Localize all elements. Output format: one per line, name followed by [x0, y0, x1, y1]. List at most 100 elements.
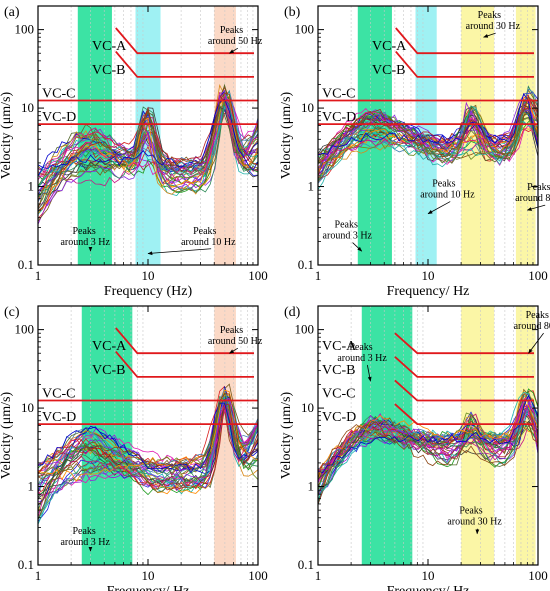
y-tick-label: 0.1: [18, 557, 34, 572]
series-line: [318, 105, 538, 182]
annotation-text: around 80 Hz: [515, 193, 550, 204]
criteria-label: VC-C: [322, 86, 355, 101]
annotation-arrow: [483, 32, 496, 38]
annotation-text: around 50 Hz: [208, 336, 263, 347]
criteria-line-vc-a: [394, 332, 534, 355]
series-line: [38, 393, 258, 505]
criteria-label: VC-C: [322, 386, 355, 401]
series-line: [38, 92, 258, 212]
annotation-text: Peaks: [335, 220, 358, 231]
x-tick-label: 10: [422, 568, 435, 583]
annotation-text: around 3 Hz: [323, 231, 373, 242]
criteria-line-vc-b: [115, 51, 254, 78]
x-tick-label: 10: [142, 568, 155, 583]
x-tick-label: 10: [422, 268, 435, 283]
criteria-label: VC-A: [372, 39, 407, 54]
annotation-text: Peaks: [193, 226, 216, 237]
y-tick-label: 0.1: [298, 257, 314, 272]
series-line: [38, 89, 258, 210]
criteria-label: VC-D: [42, 410, 76, 425]
series-line: [38, 403, 258, 491]
y-tick-label: 100: [15, 322, 35, 337]
x-tick-label: 100: [528, 568, 548, 583]
series-line: [318, 95, 538, 177]
y-axis-label: Velocity (μm/s): [0, 92, 14, 180]
panel-label: (d): [284, 305, 301, 320]
criteria-label: VC-A: [92, 339, 127, 354]
y-tick-label: 100: [15, 22, 35, 37]
criteria-line-vc-a: [115, 327, 254, 355]
annotation-arrow: [526, 204, 546, 211]
y-tick-label: 0.1: [18, 257, 34, 272]
annotation-text: around 30 Hz: [466, 21, 521, 32]
series-line: [318, 105, 538, 190]
series-line: [318, 104, 538, 183]
criteria-line-vc-b: [394, 356, 534, 378]
y-tick-label: 100: [295, 322, 315, 337]
series-line: [38, 98, 258, 214]
y-tick-label: 10: [301, 100, 314, 115]
criteria-label: VC-D: [322, 110, 356, 125]
series-line: [38, 401, 258, 521]
series-line: [318, 420, 538, 479]
x-axis-label: Frequency/ Hz: [387, 284, 470, 299]
series-group: [318, 85, 538, 190]
x-tick-label: 1: [35, 568, 42, 583]
series-group: [318, 388, 538, 505]
y-axis-label: Velocity (μm/s): [279, 392, 294, 480]
series-group: [38, 83, 258, 225]
x-tick-label: 10: [142, 268, 155, 283]
x-axis-label: Frequency (Hz): [104, 284, 193, 299]
x-tick-label: 1: [315, 268, 322, 283]
series-line: [38, 402, 258, 474]
annotation-text: Peaks: [349, 342, 372, 353]
criteria-label: VC-B: [322, 363, 355, 378]
series-line: [318, 95, 538, 173]
annotation-arrow: [229, 47, 239, 54]
annotation-text: Peaks: [459, 506, 482, 517]
series-line: [318, 403, 538, 476]
criteria-label: VC-C: [42, 386, 75, 401]
criteria-line-vc-c: [394, 379, 534, 402]
panel-label: (a): [4, 5, 20, 20]
x-tick-label: 1: [315, 568, 322, 583]
panel-label: (b): [284, 5, 301, 20]
series-line: [318, 100, 538, 164]
series-line: [318, 107, 538, 156]
series-line: [38, 396, 258, 499]
y-axis-label: Velocity (μm/s): [0, 392, 14, 480]
annotation-text: around 3 Hz: [60, 237, 110, 248]
annotation-text: Peaks: [72, 526, 95, 537]
frequency-band: [515, 306, 536, 565]
series-line: [38, 103, 258, 210]
x-axis-label: Frequency/ Hz: [107, 584, 190, 591]
y-tick-label: 100: [295, 22, 315, 37]
criteria-line-vc-d: [394, 403, 534, 426]
series-line: [38, 94, 258, 176]
annotation-text: around 10 Hz: [181, 237, 236, 248]
annotation-text: Peaks: [72, 226, 95, 237]
criteria-label: VC-D: [42, 110, 76, 125]
annotation-text: Peaks: [220, 25, 243, 36]
series-line: [318, 88, 538, 184]
series-line: [318, 105, 538, 176]
series-line: [38, 398, 258, 483]
y-tick-label: 0.1: [298, 557, 314, 572]
x-tick-label: 100: [528, 268, 548, 283]
series-line: [318, 401, 538, 475]
criteria-label: VC-D: [322, 410, 356, 425]
criteria-label: VC-C: [42, 86, 75, 101]
series-line: [318, 121, 538, 162]
criteria-label: VC-A: [322, 339, 357, 354]
criteria-label: VC-B: [92, 363, 125, 378]
series-line: [38, 92, 258, 182]
annotation-text: around 50 Hz: [208, 36, 263, 47]
criteria-line-vc-a: [115, 27, 254, 55]
series-line: [38, 389, 258, 482]
criteria-label: VC-B: [92, 63, 125, 78]
annotation-text: around 80 Hz: [514, 321, 550, 332]
